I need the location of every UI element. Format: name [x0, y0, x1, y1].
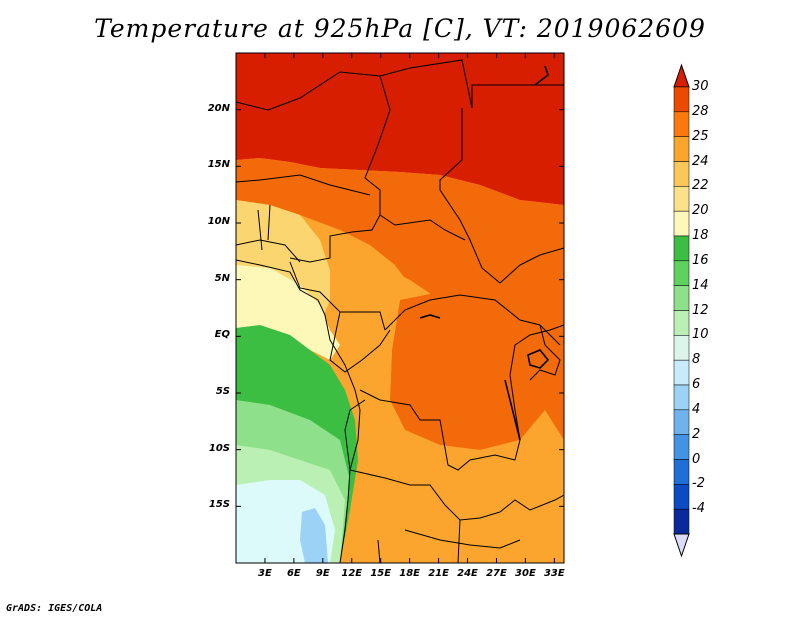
lat-label: 15N: [207, 159, 230, 171]
colorbar-swatch: [673, 111, 690, 137]
colorbar-swatch: [673, 210, 690, 237]
colorbar-label: 2: [692, 426, 701, 442]
colorbar-label: 8: [692, 352, 701, 368]
lon-label: 6E: [286, 568, 301, 579]
colorbar-label: 28: [692, 103, 709, 119]
lon-label: 21E: [428, 568, 449, 579]
colorbar-label: 16: [692, 252, 709, 268]
colorbar-swatch: [673, 409, 690, 435]
colorbar-swatch: [673, 459, 690, 485]
colorbar-label: 30: [692, 79, 709, 94]
lon-label: 3E: [258, 568, 272, 579]
lon-label: 24E: [457, 568, 478, 579]
colorbar-label: 12: [692, 302, 709, 318]
colorbar-label: 24: [692, 153, 709, 169]
central-warm-area: [390, 292, 545, 450]
colorbar-label: 4: [692, 401, 701, 417]
map-fill: [236, 53, 564, 563]
colorbar-under-arrow: [673, 533, 690, 558]
credit-text: GrADS: IGES/COLA: [6, 603, 103, 614]
colorbar-swatch: [673, 186, 690, 212]
colorbar-swatch: [673, 384, 690, 411]
lakes: [419, 65, 550, 441]
colorbar-swatch: [673, 434, 690, 460]
colorbar-swatch: [673, 310, 690, 336]
colorbar-label: 14: [692, 277, 709, 293]
pale-yellow-area: [236, 265, 340, 360]
lon-label: 18E: [399, 568, 421, 579]
colorbar-label: 20: [692, 203, 709, 219]
colorbar-swatch: [673, 161, 690, 187]
lon-label: 15E: [370, 568, 392, 579]
country-borders: [236, 59, 564, 563]
map-frame: [235, 52, 565, 564]
colorbar-label: 6: [692, 377, 701, 392]
lon-label: 30E: [515, 568, 536, 579]
lat-label: 10N: [207, 216, 230, 227]
colorbar-swatch: [673, 359, 690, 386]
colorbar-label: 18: [692, 228, 709, 243]
coastline: [236, 259, 361, 563]
colorbar-swatch: [673, 86, 690, 113]
lon-label: 27E: [486, 568, 507, 579]
ocean-blue-patch: [300, 508, 328, 563]
colorbar-over-arrow: [673, 63, 690, 88]
colorbar-label: 22: [692, 178, 709, 194]
colorbar-swatch: [673, 508, 690, 535]
lon-label: 9E: [315, 568, 330, 579]
colorbar-swatch: [673, 235, 690, 262]
colorbar-label: -2: [692, 476, 705, 492]
hot-band-north: [236, 53, 564, 205]
map-title: Temperature at 925hPa [C], VT: 201906260…: [94, 14, 706, 43]
lat-label: EQ: [214, 329, 230, 341]
map-ticks: [236, 53, 564, 563]
colorbar-swatch: [673, 335, 690, 361]
colorbar-swatch: [673, 285, 690, 311]
lat-label: 10S: [208, 442, 230, 454]
lat-label: 5N: [214, 272, 230, 284]
colorbar-label: 25: [692, 128, 709, 144]
colorbar-label: 10: [692, 327, 709, 343]
lon-label: 33E: [543, 568, 565, 579]
lat-label: 5S: [215, 386, 230, 397]
colorbar-swatch: [673, 136, 690, 162]
lon-label: 12E: [341, 568, 363, 579]
lat-label: 15S: [208, 499, 230, 511]
colorbar-swatch: [673, 260, 690, 286]
colorbar-label: -4: [692, 501, 705, 517]
colorbar-swatch: [673, 484, 690, 510]
colorbar-label: 0: [692, 451, 701, 467]
lat-label: 20N: [207, 102, 230, 114]
